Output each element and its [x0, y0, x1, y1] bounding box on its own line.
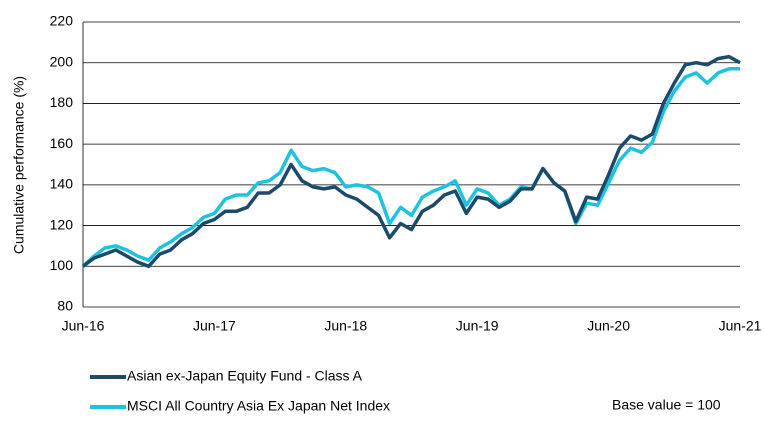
series-line: [81, 54, 741, 269]
y-tick-label: 200: [50, 53, 74, 69]
y-tick-label: 100: [50, 257, 74, 273]
series-line: [81, 67, 740, 268]
y-axis-label: Cumulative performance (%): [11, 76, 27, 254]
y-tick-label: 80: [57, 298, 73, 314]
x-tick-label: Jun-17: [193, 318, 236, 334]
x-tick-label: Jun-16: [62, 318, 105, 334]
y-tick-label: 160: [50, 135, 74, 151]
y-tick-label: 120: [50, 216, 74, 232]
x-tick-label: Jun-19: [456, 318, 499, 334]
y-tick-label: 220: [50, 13, 74, 29]
x-tick-label: Jun-18: [324, 318, 367, 334]
y-tick-label: 140: [50, 176, 74, 192]
annotation: Base value = 100: [612, 397, 721, 413]
legend-label: MSCI All Country Asia Ex Japan Net Index: [127, 398, 390, 414]
legend-label: Asian ex-Japan Equity Fund - Class A: [127, 368, 363, 384]
y-tick-label: 180: [50, 94, 74, 110]
x-tick-label: Jun-20: [587, 318, 630, 334]
x-tick-label: Jun-21: [719, 318, 762, 334]
